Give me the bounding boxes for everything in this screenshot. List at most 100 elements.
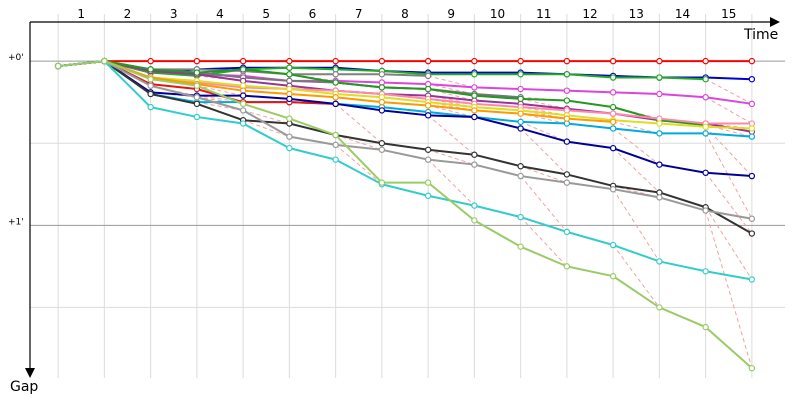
data-point [517, 118, 524, 126]
data-point [424, 179, 432, 186]
data-point [239, 107, 247, 114]
data-point [563, 138, 571, 145]
data-point [748, 230, 756, 237]
x-tick-label: 3 [170, 7, 178, 21]
data-point [147, 75, 154, 83]
position-connector [520, 98, 567, 110]
position-connector [242, 109, 290, 125]
data-point [239, 66, 247, 73]
data-point [378, 140, 386, 147]
data-point [748, 125, 756, 132]
data-point [332, 156, 339, 163]
data-point [609, 144, 617, 152]
data-point [471, 92, 478, 99]
data-point [193, 82, 201, 89]
position-connector [335, 134, 383, 151]
data-point [424, 192, 432, 199]
data-point [609, 241, 617, 249]
data-point [609, 103, 617, 111]
data-point [424, 57, 432, 65]
data-point [748, 276, 756, 283]
data-point [471, 107, 478, 114]
data-point [378, 98, 386, 106]
data-point [332, 100, 339, 108]
data-point [239, 92, 247, 99]
position-connector [428, 104, 475, 118]
data-point [101, 57, 108, 65]
x-axis-title: Time [743, 27, 778, 43]
data-point [378, 71, 386, 78]
data-point [563, 57, 571, 65]
data-point [702, 169, 709, 176]
position-connector [612, 128, 660, 165]
x-tick-label: 12 [582, 7, 597, 21]
data-point [609, 118, 617, 126]
data-point [332, 141, 339, 149]
data-point [147, 82, 154, 89]
data-point [378, 57, 386, 65]
x-tick-label: 5 [262, 7, 270, 21]
data-point [517, 172, 524, 180]
data-point [471, 202, 478, 209]
x-tick-label: 14 [675, 7, 690, 21]
data-point [193, 113, 201, 121]
data-point [748, 215, 756, 222]
series-line-11 [58, 60, 752, 130]
y-tick-label: +1' [8, 217, 24, 227]
data-point [702, 207, 709, 214]
data-point [471, 217, 478, 224]
data-point [471, 113, 478, 121]
x-tick-label: 8 [401, 7, 409, 21]
data-point [147, 57, 154, 65]
x-tick-label: 10 [490, 7, 505, 21]
position-connector [427, 159, 475, 206]
data-point [656, 161, 663, 168]
data-point [609, 125, 617, 132]
data-point [563, 71, 571, 78]
data-point [54, 62, 62, 70]
data-point [748, 133, 756, 140]
data-point [656, 57, 663, 65]
y-axis-title: Gap [10, 379, 38, 395]
data-point [563, 115, 571, 122]
position-connector [705, 126, 753, 177]
position-connector [705, 172, 753, 234]
data-point [609, 273, 617, 280]
data-point [517, 163, 524, 170]
data-point [517, 57, 524, 65]
data-point [702, 94, 709, 101]
position-connector [242, 119, 290, 138]
data-point [702, 268, 709, 275]
position-connector [705, 96, 753, 124]
data-point [239, 57, 247, 65]
data-point [378, 179, 386, 186]
position-connector [335, 144, 383, 185]
data-point [702, 57, 709, 65]
position-connector [196, 85, 244, 97]
series-line-18 [58, 60, 753, 369]
x-tick-label: 15 [721, 7, 736, 21]
data-point [656, 120, 663, 127]
x-tick-label: 4 [216, 7, 224, 21]
x-tick-label: 13 [629, 7, 644, 21]
position-connector [428, 83, 475, 95]
tick-labels: 1 2 3 4 5 6 7 8 9 10 11 12 13 14 15+0'+1' [8, 7, 736, 227]
data-point [609, 74, 617, 81]
x-tick-label: 1 [77, 7, 85, 21]
data-point [286, 95, 293, 103]
position-connector [335, 103, 383, 144]
data-point [517, 71, 524, 78]
series-line-16 [58, 60, 753, 220]
data-point [748, 172, 756, 180]
series-line-14 [58, 60, 752, 178]
data-point [656, 130, 663, 137]
y-axis-arrow [25, 368, 35, 378]
data-point [239, 120, 247, 127]
data-point [656, 194, 663, 201]
data-point [517, 125, 524, 132]
data-point [702, 123, 709, 131]
data-point [424, 112, 432, 119]
data-point [702, 323, 709, 331]
data-point [517, 213, 524, 221]
data-point [656, 304, 663, 311]
